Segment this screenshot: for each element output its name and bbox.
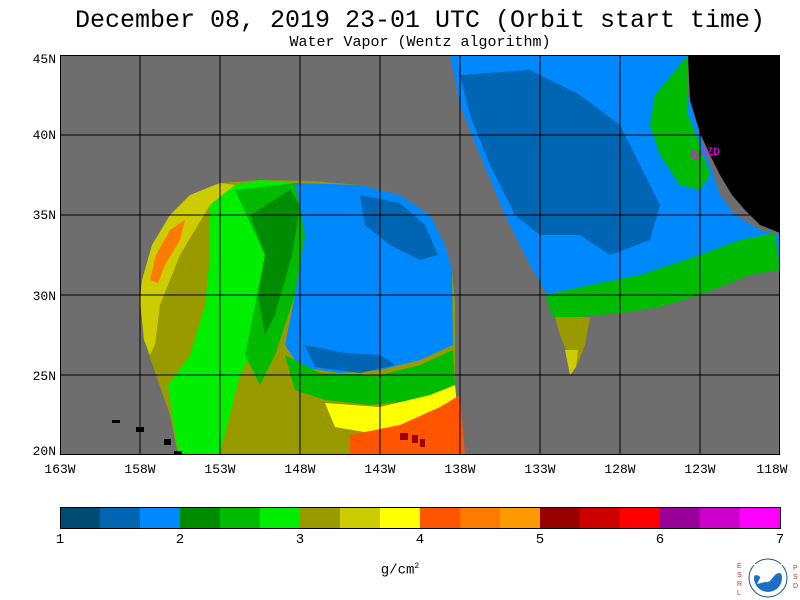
west-swath-dark-green (250, 190, 300, 335)
colorbar-tick-5: 5 (535, 532, 545, 548)
lat-label-45n: 45N (32, 52, 56, 67)
colorbar-tick-2: 2 (175, 532, 185, 548)
units-text: g/cm (380, 562, 415, 579)
colorbar-cell (620, 507, 661, 529)
colorbar-cells (60, 507, 781, 529)
lat-label-20n: 20N (32, 444, 56, 459)
lon-label-128w: 128W (604, 462, 636, 477)
west-swath-mid-blue-2 (305, 345, 395, 373)
lon-label-118w: 118W (756, 462, 788, 477)
colorbar-cell (300, 507, 341, 529)
logo-left-letter-2: S (737, 572, 742, 579)
colorbar-cell (700, 507, 741, 529)
west-swath (140, 180, 465, 455)
map-frame (60, 55, 780, 455)
colorbar-cell (380, 507, 421, 529)
east-swath (450, 55, 780, 375)
lon-label-163w: 163W (44, 462, 76, 477)
noaa-esrl-psd-logo: E S R L P S D (737, 558, 798, 598)
station-flag-icon (691, 149, 699, 161)
map-grid (60, 55, 780, 455)
lon-label-133w: 133W (524, 462, 556, 477)
colorbar-tick-4: 4 (415, 532, 425, 548)
colorbar-cell (420, 507, 461, 529)
colorbar-cell (140, 507, 181, 529)
east-swath-green (545, 233, 780, 317)
logo-left-letter-1: E (737, 563, 742, 570)
logo-right-letter-3: D (793, 583, 798, 590)
east-swath-olive-tip (555, 317, 590, 373)
lon-label-123w: 123W (684, 462, 716, 477)
colorbar-tick-3: 3 (295, 532, 305, 548)
east-swath-mid-blue (460, 70, 660, 255)
units-exponent: 2 (414, 562, 420, 571)
lon-label-138w: 138W (444, 462, 476, 477)
west-swath-orange-band (350, 395, 465, 455)
north-america-land (688, 55, 780, 233)
colorbar-tick-1: 1 (55, 532, 65, 548)
west-swath-green-band (285, 350, 455, 405)
lon-label-158w: 158W (124, 462, 156, 477)
station-marker: CZD (691, 147, 720, 161)
noaa-seal-icon (748, 558, 788, 598)
colorbar-tick-7: 7 (775, 532, 785, 548)
water-vapor-map: CZD (60, 55, 780, 455)
west-swath-dark-red-spots (400, 433, 425, 447)
colorbar-cell (660, 507, 701, 529)
colorbar-cell (180, 507, 221, 529)
lat-label-25n: 25N (32, 369, 56, 384)
logo-left-letter-4: L (737, 590, 741, 597)
logo-left-letter-3: R (737, 581, 742, 588)
colorbar (60, 507, 781, 529)
map-subtitle: Water Vapor (Wentz algorithm) (289, 34, 551, 51)
lat-label-40n: 40N (32, 128, 56, 143)
lon-label-143w: 143W (364, 462, 396, 477)
lat-label-35n: 35N (32, 208, 56, 223)
colorbar-cell (100, 507, 141, 529)
logo-right-letter-1: P (793, 565, 798, 572)
west-swath-orange-edge (150, 220, 185, 283)
station-label: CZD (700, 147, 720, 159)
lon-label-148w: 148W (284, 462, 316, 477)
west-swath-yellow-edge (140, 183, 235, 355)
lon-label-153w: 153W (204, 462, 236, 477)
colorbar-cell (60, 507, 101, 529)
colorbar-units: g/cm2 (370, 562, 430, 579)
colorbar-cell (340, 507, 381, 529)
colorbar-tick-6: 6 (655, 532, 665, 548)
east-swath-yellow-tip (565, 350, 578, 375)
lat-label-30n: 30N (32, 289, 56, 304)
colorbar-cell (260, 507, 301, 529)
east-swath-coast-green (650, 55, 710, 190)
logo-right-letter-2: S (793, 574, 798, 581)
colorbar-frame (60, 507, 781, 529)
colorbar-cell (220, 507, 261, 529)
colorbar-cell (500, 507, 541, 529)
colorbar-cell (740, 507, 781, 529)
colorbar-cell (540, 507, 581, 529)
colorbar-cell (460, 507, 501, 529)
map-title: December 08, 2019 23-01 UTC (Orbit start… (74, 6, 766, 35)
colorbar-cell (580, 507, 621, 529)
